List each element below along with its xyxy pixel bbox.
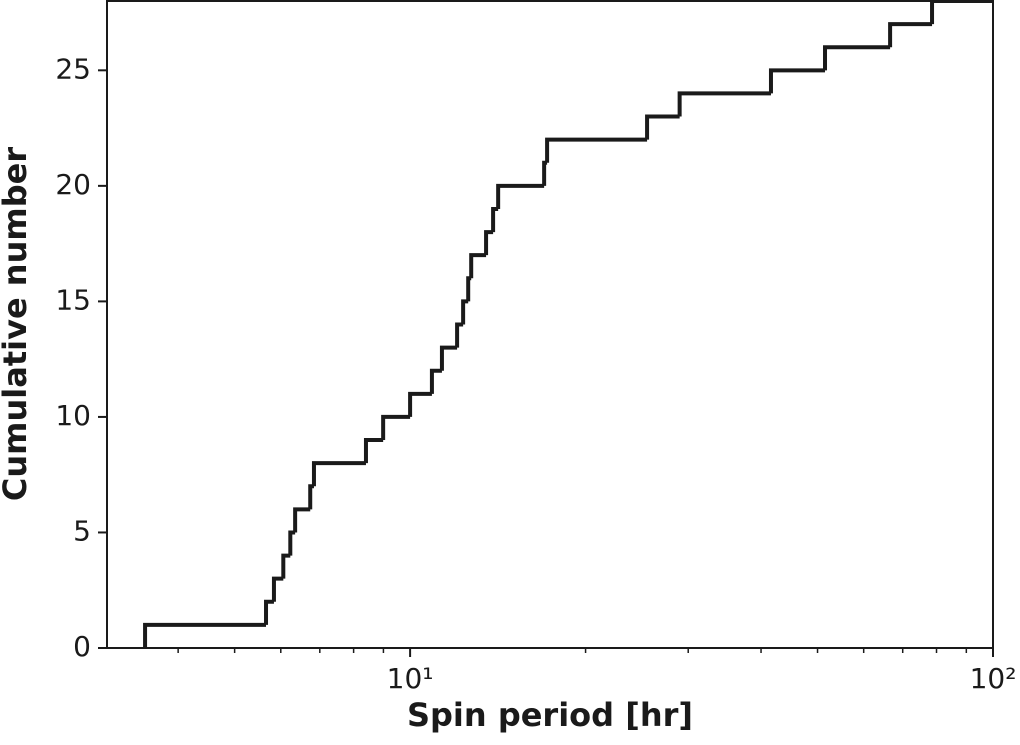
step-segment xyxy=(461,299,469,325)
y-tick-label: 10 xyxy=(55,399,91,432)
step-segment xyxy=(545,137,648,163)
step-segment xyxy=(439,345,458,371)
step-segment xyxy=(823,45,891,71)
step-segment xyxy=(496,183,545,209)
step-segment xyxy=(484,230,494,256)
step-segment xyxy=(311,461,366,487)
plot-frame xyxy=(106,0,994,649)
y-tick-label: 5 xyxy=(73,514,91,547)
step-segment xyxy=(768,68,826,94)
step-segment xyxy=(271,576,284,602)
step-segment xyxy=(363,438,384,464)
step-segment xyxy=(143,622,267,648)
step-segment xyxy=(491,206,499,233)
y-tick-label: 15 xyxy=(55,283,91,316)
step-segment xyxy=(677,91,771,117)
x-axis-label: Spin period [hr] xyxy=(407,696,693,734)
step-segment xyxy=(293,507,311,533)
y-tick-label: 25 xyxy=(55,52,91,85)
y-tick-label: 20 xyxy=(55,168,91,201)
step-segment xyxy=(264,599,274,625)
y-axis-label: Cumulative number xyxy=(0,147,34,501)
step-segment xyxy=(466,276,472,302)
step-segment xyxy=(381,414,411,441)
step-segment xyxy=(288,530,296,556)
step-segment xyxy=(888,22,933,48)
step-segment xyxy=(308,484,314,510)
y-tick-label: 0 xyxy=(73,630,91,663)
step-segment xyxy=(455,322,464,348)
step-segment xyxy=(645,114,680,140)
x-tick-label: 10¹ xyxy=(387,662,434,695)
step-segment xyxy=(930,0,993,25)
step-segment xyxy=(469,253,487,279)
step-segment xyxy=(281,553,291,579)
step-segment xyxy=(542,160,548,186)
x-tick-label: 10² xyxy=(970,662,1017,695)
step-segment xyxy=(408,391,432,417)
step-segment xyxy=(429,368,442,394)
